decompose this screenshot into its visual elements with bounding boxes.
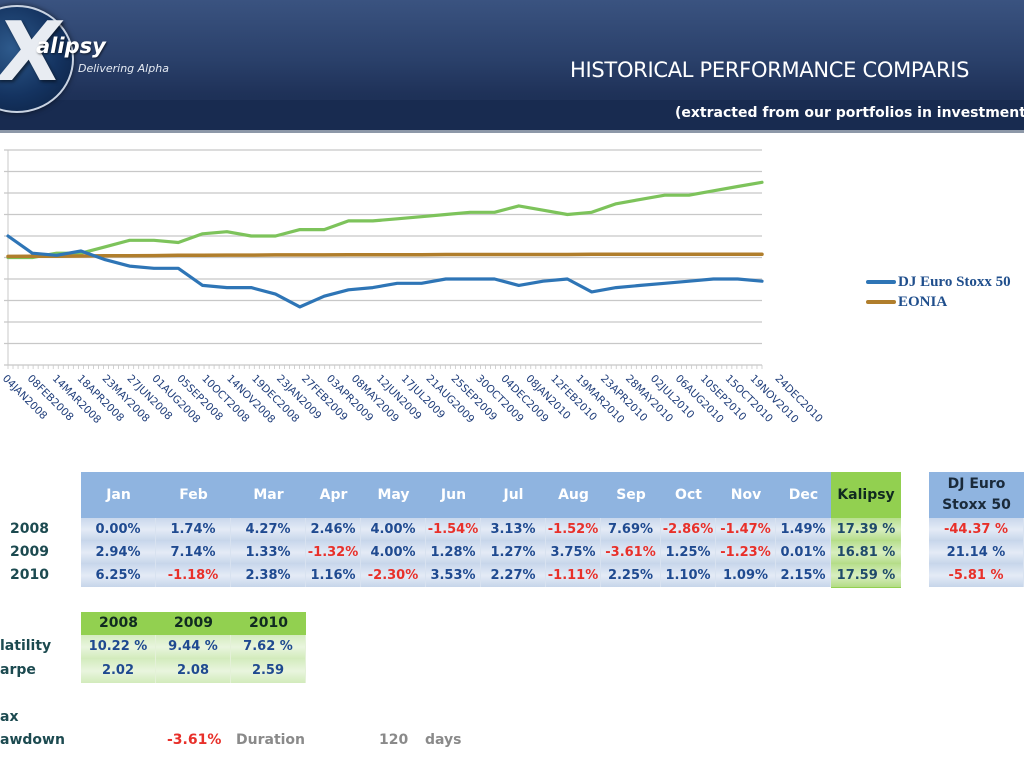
monthly-return-cell: -1.18% — [156, 564, 231, 587]
monthly-return-cell: -1.47% — [716, 518, 776, 541]
stats-year-header: 2010 — [231, 612, 306, 635]
legend-swatch — [866, 280, 896, 284]
month-header: Oct — [661, 472, 716, 518]
year-label: 2010 — [10, 567, 49, 583]
month-header: May — [361, 472, 426, 518]
series-line-eonia — [6, 252, 764, 259]
monthly-return-cell: -1.54% — [426, 518, 481, 541]
monthly-return-cell: 0.00% — [81, 518, 156, 541]
month-header: Nov — [716, 472, 776, 518]
monthly-return-cell: 2.38% — [231, 564, 306, 587]
monthly-return-cell: 2.94% — [81, 541, 156, 564]
month-header: Dec — [776, 472, 831, 518]
legend-item-dj-euro-stoxx: DJ Euro Stoxx 50 — [866, 272, 1011, 292]
monthly-return-cell: 4.00% — [361, 541, 426, 564]
month-header: Mar — [231, 472, 306, 518]
monthly-return-cell: -1.23% — [716, 541, 776, 564]
monthly-return-cell: 1.28% — [426, 541, 481, 564]
benchmark-annual-total: -44.37 % — [929, 518, 1024, 541]
page-header: X alipsy Delivering Alpha HISTORICAL PER… — [0, 0, 1024, 133]
monthly-return-cell: 1.49% — [776, 518, 831, 541]
header-divider — [0, 130, 1024, 133]
legend-label: EONIA — [898, 293, 948, 310]
monthly-return-cell: -2.86% — [661, 518, 716, 541]
monthly-return-cell: 1.33% — [231, 541, 306, 564]
monthly-return-cell: 1.09% — [716, 564, 776, 587]
kalipsy-total-header: Kalipsy — [831, 472, 901, 518]
benchmark-annual-total: 21.14 % — [929, 541, 1024, 564]
monthly-return-cell: 4.00% — [361, 518, 426, 541]
benchmark-header-line1: DJ Euro — [947, 476, 1006, 492]
sharpe-value: 2.59 — [231, 659, 306, 683]
monthly-return-cell: 3.13% — [481, 518, 546, 541]
monthly-return-cell: 0.01% — [776, 541, 831, 564]
monthly-return-cell: 1.74% — [156, 518, 231, 541]
month-header: Sep — [601, 472, 661, 518]
monthly-return-cell: 2.46% — [306, 518, 361, 541]
month-header: Aug — [546, 472, 601, 518]
performance-line-chart: 04JAN200808FEB200814MAR200818APR200823MA… — [0, 149, 825, 426]
monthly-return-cell: 2.15% — [776, 564, 831, 587]
sharpe-label: arpe — [0, 662, 36, 678]
max-drawdown-label-line1: ax — [0, 709, 19, 725]
month-header: Jan — [81, 472, 156, 518]
stats-year-header: 2009 — [156, 612, 231, 635]
volatility-label: latility — [0, 638, 52, 654]
duration-value: 120 — [379, 732, 409, 748]
benchmark-annual-total: -5.81 % — [929, 564, 1024, 587]
monthly-return-cell: 1.16% — [306, 564, 361, 587]
month-header: Feb — [156, 472, 231, 518]
page-title: HISTORICAL PERFORMANCE COMPARIS — [570, 58, 970, 82]
series-line-dj-euro-stoxx-50 — [6, 234, 764, 309]
benchmark-header: DJ Euro Stoxx 50 — [929, 472, 1024, 518]
page-subtitle: (extracted from our portfolios in invest… — [675, 105, 1024, 121]
duration-label: Duration — [236, 732, 306, 748]
monthly-return-cell: -1.32% — [306, 541, 361, 564]
series-line-kalipsy — [6, 180, 764, 260]
header-band — [0, 100, 1024, 130]
year-label: 2008 — [10, 521, 49, 537]
sharpe-value: 2.08 — [156, 659, 231, 683]
monthly-return-cell: 6.25% — [81, 564, 156, 587]
monthly-return-cell: 1.25% — [661, 541, 716, 564]
chart-legend: DJ Euro Stoxx 50 EONIA — [866, 272, 1011, 312]
stats-year-header: 2008 — [81, 612, 156, 635]
max-drawdown-value: -3.61% — [167, 732, 222, 748]
monthly-return-cell: 2.27% — [481, 564, 546, 587]
kalipsy-annual-total: 16.81 % — [831, 541, 901, 564]
legend-swatch — [866, 300, 896, 304]
logo-tagline: Delivering Alpha — [78, 62, 169, 75]
monthly-return-cell: 1.27% — [481, 541, 546, 564]
monthly-return-cell: 3.75% — [546, 541, 601, 564]
benchmark-header-line2: Stoxx 50 — [942, 497, 1011, 513]
monthly-return-cell: 1.10% — [661, 564, 716, 587]
sharpe-value: 2.02 — [81, 659, 156, 683]
monthly-return-cell: -1.52% — [546, 518, 601, 541]
year-label: 2009 — [10, 544, 49, 560]
monthly-return-cell: 7.69% — [601, 518, 661, 541]
legend-item-eonia: EONIA — [866, 292, 1011, 312]
month-header: Jul — [481, 472, 546, 518]
max-drawdown-label-line2: awdown — [0, 732, 65, 748]
legend-label: DJ Euro Stoxx 50 — [898, 273, 1011, 290]
logo-name: alipsy — [36, 34, 106, 58]
month-header: Apr — [306, 472, 361, 518]
monthly-return-cell: 4.27% — [231, 518, 306, 541]
month-header: Jun — [426, 472, 481, 518]
monthly-return-cell: -1.11% — [546, 564, 601, 587]
monthly-return-cell: 3.53% — [426, 564, 481, 587]
volatility-value: 10.22 % — [81, 635, 156, 659]
duration-unit: days — [425, 732, 462, 748]
monthly-return-cell: 7.14% — [156, 541, 231, 564]
kalipsy-annual-total: 17.59 % — [831, 564, 901, 587]
monthly-return-cell: -2.30% — [361, 564, 426, 587]
volatility-value: 7.62 % — [231, 635, 306, 659]
volatility-value: 9.44 % — [156, 635, 231, 659]
monthly-return-cell: -3.61% — [601, 541, 661, 564]
monthly-return-cell: 2.25% — [601, 564, 661, 587]
kalipsy-annual-total: 17.39 % — [831, 518, 901, 541]
